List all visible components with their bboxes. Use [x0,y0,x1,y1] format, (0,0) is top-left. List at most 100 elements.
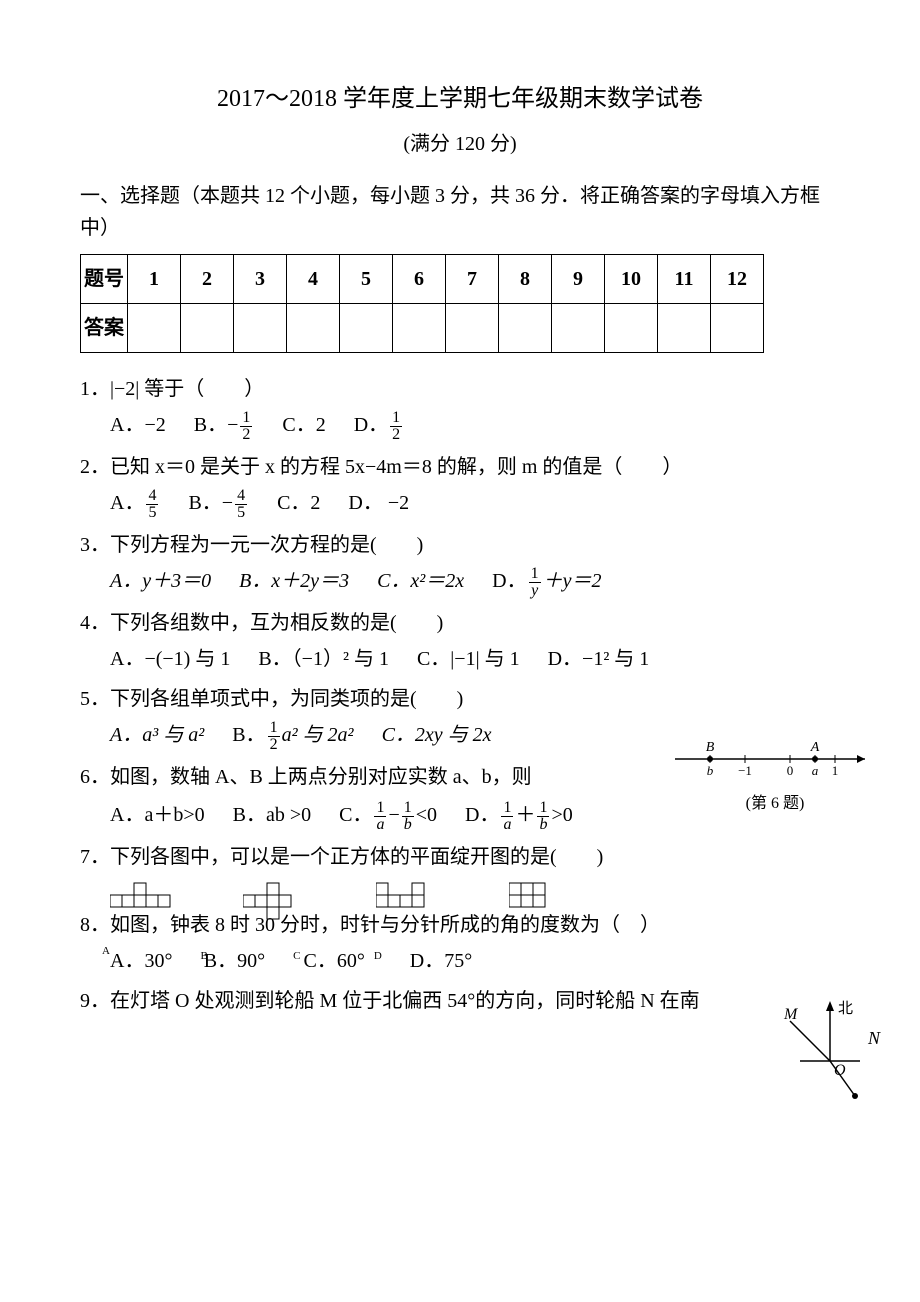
frac-den: 2 [390,427,402,443]
svg-text:1: 1 [832,763,839,778]
grid-answer-cell[interactable] [234,304,287,353]
q2-opt-c: C．2 [277,487,320,521]
q4-opt-d: D．−1² 与 1 [548,643,650,675]
svg-text:O: O [834,1062,846,1079]
grid-col: 10 [605,255,658,304]
frac-den: b [537,817,549,833]
q5-b-post: a² 与 2a² [282,724,354,746]
grid-col: 7 [446,255,499,304]
figure-6-caption: (第 6 题) [670,791,880,817]
q9-stem: 9．在灯塔 O 处观测到轮船 M 位于北偏西 54°的方向，同时轮船 N 在南 [80,990,700,1012]
q2-opt-a: A．45 [110,487,160,521]
q8-stem: 8．如图，钟表 8 时 30 分时，时针与分针所成的角的度数为（ ） [80,914,660,936]
grid-answer-cell[interactable] [552,304,605,353]
frac-den: 5 [146,505,158,521]
q6-d-mid: ＋ [515,804,535,826]
grid-col: 1 [128,255,181,304]
grid-answer-cell[interactable] [499,304,552,353]
frac-num: 4 [146,488,158,505]
q5-opt-c: C．2xy 与 2x [382,719,492,753]
answer-grid: 题号 1 2 3 4 5 6 7 8 9 10 11 12 答案 [80,254,764,353]
svg-text:B: B [706,740,715,755]
svg-text:A: A [810,740,820,755]
grid-answer-cell[interactable] [605,304,658,353]
question-3: 3．下列方程为一元一次方程的是( ) A．y＋3＝0 B．x＋2y＝3 C．x²… [80,529,840,599]
q6-opt-b: B．ab >0 [233,799,312,833]
net-label-c: C [293,950,300,962]
number-line-figure: B A b −1 0 a 1 (第 6 题) [670,739,880,799]
grid-answer-cell[interactable] [393,304,446,353]
q3-opt-d: D．1y＋y＝2 [492,565,601,599]
q6-opt-a: A．a＋b>0 [110,799,205,833]
svg-text:−1: −1 [738,763,752,778]
net-label-a: A [102,943,110,961]
question-1: 1．|−2| 等于（ ） A．−2 B．−12 C．2 D．12 [80,373,840,443]
q8-b-text: B．90° [204,950,265,972]
grid-col: 2 [181,255,234,304]
grid-col: 8 [499,255,552,304]
grid-answer-cell[interactable] [658,304,711,353]
grid-answer-cell[interactable] [711,304,764,353]
q8-opt-c: C C．60° D [293,945,382,977]
grid-answer-cell[interactable] [287,304,340,353]
q8-opt-a: A．30° A [110,945,172,977]
q3-d-pre: D． [492,570,526,592]
q4-stem: 4．下列各组数中，互为相反数的是( ) [80,612,443,634]
number-line-icon: B A b −1 0 a 1 [670,739,880,779]
question-7: 7．下列各图中，可以是一个正方体的平面绽开图的是( ) [80,841,840,873]
q1-opt-c: C．2 [282,409,325,443]
q5-b-pre: B． [232,724,265,746]
frac-den: 2 [268,737,280,753]
q8-opt-b: BB．90° [200,945,265,977]
net-label-d: D [374,950,382,962]
q3-d-post: ＋y＝2 [543,570,602,592]
q1-b-pre: B．− [194,414,239,436]
q6-d-post: >0 [551,804,572,826]
q2-opt-d: D． −2 [348,487,409,521]
frac-num: 4 [235,488,247,505]
grid-answer-cell[interactable] [340,304,393,353]
grid-col: 6 [393,255,446,304]
grid-row2-label: 答案 [81,304,128,353]
q2-opt-b: B．−45 [188,487,249,521]
q7-stem: 7．下列各图中，可以是一个正方体的平面绽开图的是( ) [80,846,603,868]
question-8: 8．如图，钟表 8 时 30 分时，时针与分针所成的角的度数为（ ） A．30°… [80,909,840,977]
grid-col: 9 [552,255,605,304]
frac-num: 1 [537,800,549,817]
q6-opt-c: C．1a−1b<0 [339,799,437,833]
svg-text:北: 北 [838,1000,853,1017]
q8-a-text: A．30° [110,950,172,972]
q6-d-pre: D． [465,804,499,826]
frac-num: 1 [529,566,541,583]
q5-opt-b: B．12a² 与 2a² [232,719,353,753]
frac-num: 1 [240,410,252,427]
q1-stem: 1．|−2| 等于（ ） [80,378,264,400]
q1-opt-b: B．−12 [194,409,255,443]
grid-col: 11 [658,255,711,304]
grid-answer-cell[interactable] [446,304,499,353]
q1-opt-d: D．12 [354,409,404,443]
grid-col: 12 [711,255,764,304]
q3-opt-b: B．x＋2y＝3 [239,565,349,599]
grid-col: 3 [234,255,287,304]
frac-den: y [529,583,541,599]
q6-stem: 6．如图，数轴 A、B 上两点分别对应实数 a、b，则 [80,766,532,788]
question-9: 9．在灯塔 O 处观测到轮船 M 位于北偏西 54°的方向，同时轮船 N 在南 … [80,985,840,1017]
q2-a-pre: A． [110,492,144,514]
q8-c-text: C．60° [303,950,364,972]
frac-num: 1 [402,800,414,817]
q3-stem: 3．下列方程为一元一次方程的是( ) [80,534,423,556]
grid-header-row: 题号 1 2 3 4 5 6 7 8 9 10 11 12 [81,255,764,304]
frac-den: 5 [235,505,247,521]
grid-answer-cell[interactable] [128,304,181,353]
grid-answer-cell[interactable] [181,304,234,353]
q2-b-pre: B．− [188,492,233,514]
compass-icon: M 北 O [760,991,870,1111]
q5-opt-a: A．a³ 与 a² [110,719,204,753]
frac-den: a [374,817,386,833]
q3-opt-a: A．y＋3＝0 [110,565,211,599]
frac-den: 2 [240,427,252,443]
frac-num: 1 [374,800,386,817]
frac-num: 1 [268,720,280,737]
question-2: 2．已知 x＝0 是关于 x 的方程 5x−4m＝8 的解，则 m 的值是（ ）… [80,451,840,521]
